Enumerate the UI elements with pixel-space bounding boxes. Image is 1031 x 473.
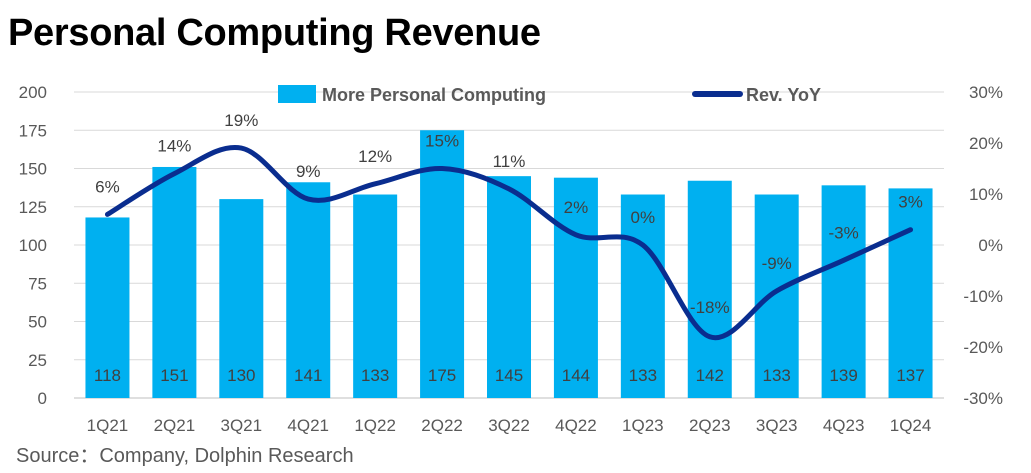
left-axis-tick: 175 bbox=[19, 121, 47, 140]
bar-value-label: 133 bbox=[361, 366, 389, 385]
right-axis-tick: 30% bbox=[969, 83, 1003, 102]
x-axis-tick: 4Q22 bbox=[555, 416, 597, 435]
bar-value-label: 151 bbox=[160, 366, 188, 385]
bar-value-label: 145 bbox=[495, 366, 523, 385]
yoy-labels: 6% 14% 19% 9% 12% 15% 11% 2% 0% -18% -9% -3% 3% bbox=[95, 111, 923, 317]
bar-value-label: 139 bbox=[829, 366, 857, 385]
left-axis-tick: 200 bbox=[19, 83, 47, 102]
yoy-label: -18% bbox=[690, 298, 730, 317]
bar-value-label: 144 bbox=[562, 366, 590, 385]
bar bbox=[888, 188, 933, 398]
x-axis-tick: 1Q22 bbox=[354, 416, 396, 435]
yoy-label: 3% bbox=[898, 193, 923, 212]
right-axis: -30% -20% -10% 0% 10% 20% 30% bbox=[963, 83, 1003, 408]
bar bbox=[754, 194, 799, 398]
left-axis-tick: 75 bbox=[28, 274, 47, 293]
legend: More Personal Computing Rev. YoY bbox=[278, 85, 821, 105]
x-axis-tick: 2Q21 bbox=[154, 416, 196, 435]
x-axis-tick: 3Q21 bbox=[221, 416, 263, 435]
left-axis: 0 25 50 75 100 125 150 175 200 bbox=[19, 83, 47, 408]
bar bbox=[420, 130, 465, 398]
bar bbox=[620, 194, 665, 398]
yoy-label: 0% bbox=[631, 208, 656, 227]
x-axis-tick: 4Q21 bbox=[287, 416, 329, 435]
yoy-label: 2% bbox=[564, 198, 589, 217]
yoy-label: -9% bbox=[762, 254, 792, 273]
yoy-label: 12% bbox=[358, 147, 392, 166]
bar-value-labels: 118 151 130 141 133 175 145 144 133 142 133 139 137 bbox=[94, 366, 925, 385]
bar bbox=[821, 185, 866, 398]
yoy-label: -3% bbox=[828, 223, 858, 242]
legend-bar-label: More Personal Computing bbox=[322, 85, 546, 105]
bars bbox=[85, 130, 933, 398]
bar-value-label: 133 bbox=[763, 366, 791, 385]
right-axis-tick: -20% bbox=[963, 338, 1003, 357]
yoy-label: 6% bbox=[95, 177, 120, 196]
left-axis-tick: 100 bbox=[19, 236, 47, 255]
bar-value-label: 175 bbox=[428, 366, 456, 385]
x-axis-tick: 3Q22 bbox=[488, 416, 530, 435]
bar-value-label: 130 bbox=[227, 366, 255, 385]
legend-line-label: Rev. YoY bbox=[746, 85, 821, 105]
source-note: Source：Company, Dolphin Research bbox=[16, 445, 354, 467]
right-axis-tick: 10% bbox=[969, 185, 1003, 204]
bar bbox=[553, 177, 598, 398]
yoy-label: 9% bbox=[296, 162, 321, 181]
bar bbox=[219, 199, 264, 398]
left-axis-tick: 0 bbox=[38, 389, 47, 408]
x-axis-tick: 1Q23 bbox=[622, 416, 664, 435]
yoy-line bbox=[104, 144, 914, 341]
x-axis-tick: 3Q23 bbox=[756, 416, 798, 435]
left-axis-tick: 50 bbox=[28, 313, 47, 332]
x-axis-tick: 2Q22 bbox=[421, 416, 463, 435]
bar bbox=[353, 194, 398, 398]
yoy-label: 15% bbox=[425, 132, 459, 151]
left-axis-tick: 125 bbox=[19, 198, 47, 217]
x-axis-tick: 4Q23 bbox=[823, 416, 865, 435]
left-axis-tick: 25 bbox=[28, 351, 47, 370]
yoy-label: 11% bbox=[493, 152, 526, 171]
x-axis-tick: 1Q21 bbox=[87, 416, 129, 435]
x-axis-tick: 2Q23 bbox=[689, 416, 731, 435]
yoy-line-group bbox=[104, 144, 914, 341]
bar-value-label: 141 bbox=[294, 366, 322, 385]
bar bbox=[152, 166, 197, 398]
right-axis-tick: -30% bbox=[963, 389, 1003, 408]
right-axis-tick: -10% bbox=[963, 287, 1003, 306]
yoy-label: 14% bbox=[157, 137, 191, 156]
right-axis-tick: 20% bbox=[969, 134, 1003, 153]
bar-value-label: 118 bbox=[94, 366, 121, 385]
right-axis-tick: 0% bbox=[978, 236, 1003, 255]
chart-title: Personal Computing Revenue bbox=[8, 12, 541, 54]
bar bbox=[85, 217, 130, 398]
bar bbox=[487, 176, 531, 398]
yoy-label: 19% bbox=[224, 111, 258, 130]
bar bbox=[687, 180, 732, 398]
bar bbox=[286, 182, 331, 398]
bar-value-label: 133 bbox=[629, 366, 657, 385]
bar-value-label: 137 bbox=[896, 366, 924, 385]
x-axis-tick: 1Q24 bbox=[890, 416, 932, 435]
bar-value-label: 142 bbox=[696, 366, 724, 385]
x-axis: 1Q21 2Q21 3Q21 4Q21 1Q22 2Q22 3Q22 4Q22 1Q23 2Q23… bbox=[87, 416, 932, 435]
left-axis-tick: 150 bbox=[19, 160, 47, 179]
legend-bar-swatch bbox=[278, 85, 316, 103]
